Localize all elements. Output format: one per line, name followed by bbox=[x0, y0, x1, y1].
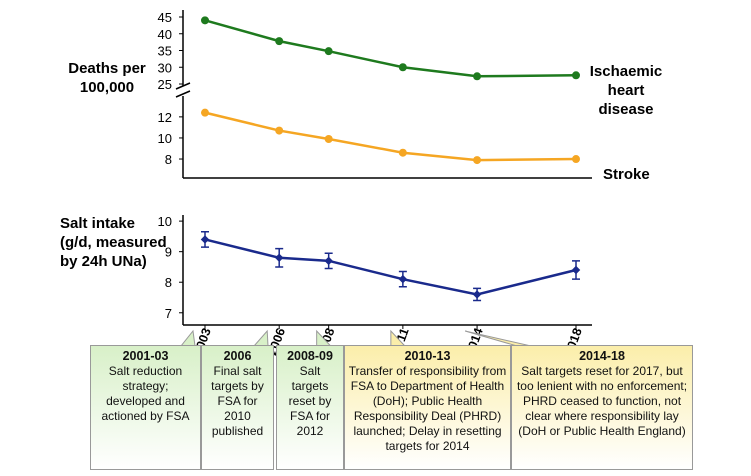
callout-pointer bbox=[252, 329, 269, 347]
point bbox=[274, 253, 284, 263]
timeline-box: 2010-13 Transfer of responsibility from F… bbox=[344, 345, 511, 470]
callout-pointer bbox=[179, 329, 196, 347]
point bbox=[398, 148, 407, 157]
y-tick-label: 8 bbox=[165, 275, 172, 290]
y-axis-label: Salt intake (g/d, measured by 24h UNa) bbox=[60, 215, 167, 270]
timeline-text: Final salt targets by FSA for 2010 publi… bbox=[211, 364, 264, 438]
timeline-period: 2008-09 bbox=[287, 349, 333, 363]
y-tick-label: 10 bbox=[158, 214, 172, 229]
timeline-text: Salt reduction strategy; developed and a… bbox=[101, 364, 190, 423]
timeline-period: 2006 bbox=[223, 349, 252, 363]
point bbox=[472, 290, 482, 299]
y-axis-label: Deaths per 100,000 bbox=[68, 60, 146, 96]
point bbox=[200, 235, 210, 244]
y-tick-label: 12 bbox=[158, 110, 172, 125]
point bbox=[571, 265, 581, 275]
y-tick-label: 35 bbox=[158, 44, 172, 59]
point bbox=[201, 16, 209, 25]
y-tick-label: 45 bbox=[158, 10, 172, 25]
timeline-period: 2014-18 bbox=[579, 349, 625, 363]
timeline-box: 2001-03 Salt reduction strategy; develope… bbox=[90, 345, 201, 470]
series-line bbox=[204, 238, 577, 296]
point bbox=[572, 155, 580, 164]
point bbox=[398, 63, 407, 72]
timeline-box: 2006 Final salt targets by FSA for 2010 p… bbox=[201, 345, 274, 470]
point bbox=[275, 37, 284, 46]
series-label: Stroke bbox=[603, 166, 650, 183]
y-tick-label: 30 bbox=[158, 60, 172, 75]
series-line bbox=[204, 19, 577, 78]
y-tick-label: 10 bbox=[158, 131, 172, 146]
point bbox=[324, 47, 333, 56]
point bbox=[324, 256, 333, 266]
point bbox=[572, 71, 580, 80]
y-tick-label: 9 bbox=[165, 245, 172, 260]
y-tick-label: 25 bbox=[158, 77, 172, 92]
point bbox=[473, 156, 482, 165]
series-label: Ischaemic heart disease bbox=[589, 63, 663, 118]
timeline-period: 2010-13 bbox=[404, 349, 451, 363]
timeline-period: 2001-03 bbox=[122, 349, 169, 363]
timeline-text: Salt targets reset for 2017, but too len… bbox=[516, 364, 688, 438]
timeline-box: 2008-09 Salt targets reset by FSA for 201… bbox=[276, 345, 344, 470]
point bbox=[398, 274, 408, 284]
point bbox=[275, 126, 284, 135]
point bbox=[324, 135, 333, 143]
point bbox=[201, 108, 209, 117]
axis-break bbox=[175, 82, 191, 98]
y-tick-label: 8 bbox=[165, 152, 172, 167]
y-tick-label: 7 bbox=[165, 306, 172, 321]
timeline-text: Transfer of responsibility from FSA to D… bbox=[348, 364, 507, 453]
series-line bbox=[204, 111, 577, 162]
timeline-box: 2014-18 Salt targets reset for 2017, but … bbox=[511, 345, 693, 470]
y-tick-label: 40 bbox=[158, 27, 172, 42]
point bbox=[473, 72, 482, 81]
timeline-text: Salt targets reset by FSA for 2012 bbox=[288, 364, 332, 438]
